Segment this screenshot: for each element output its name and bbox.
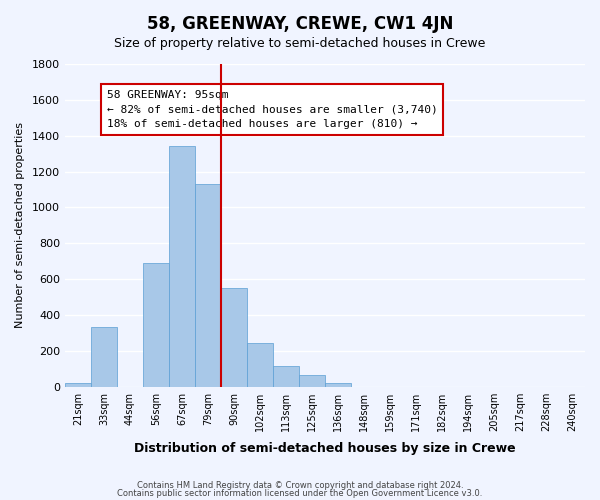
Bar xyxy=(299,375,325,386)
Y-axis label: Number of semi-detached properties: Number of semi-detached properties xyxy=(15,122,25,328)
Bar xyxy=(273,366,299,386)
Text: 58 GREENWAY: 95sqm
← 82% of semi-detached houses are smaller (3,740)
18% of semi: 58 GREENWAY: 95sqm ← 82% of semi-detache… xyxy=(107,90,437,130)
Bar xyxy=(247,342,273,386)
Bar xyxy=(143,263,169,386)
Bar xyxy=(221,288,247,386)
X-axis label: Distribution of semi-detached houses by size in Crewe: Distribution of semi-detached houses by … xyxy=(134,442,516,455)
Text: 58, GREENWAY, CREWE, CW1 4JN: 58, GREENWAY, CREWE, CW1 4JN xyxy=(147,15,453,33)
Text: Contains public sector information licensed under the Open Government Licence v3: Contains public sector information licen… xyxy=(118,488,482,498)
Bar xyxy=(195,184,221,386)
Bar xyxy=(325,383,351,386)
Text: Size of property relative to semi-detached houses in Crewe: Size of property relative to semi-detach… xyxy=(115,38,485,51)
Bar xyxy=(65,383,91,386)
Bar xyxy=(169,146,195,386)
Text: Contains HM Land Registry data © Crown copyright and database right 2024.: Contains HM Land Registry data © Crown c… xyxy=(137,481,463,490)
Bar xyxy=(91,328,117,386)
